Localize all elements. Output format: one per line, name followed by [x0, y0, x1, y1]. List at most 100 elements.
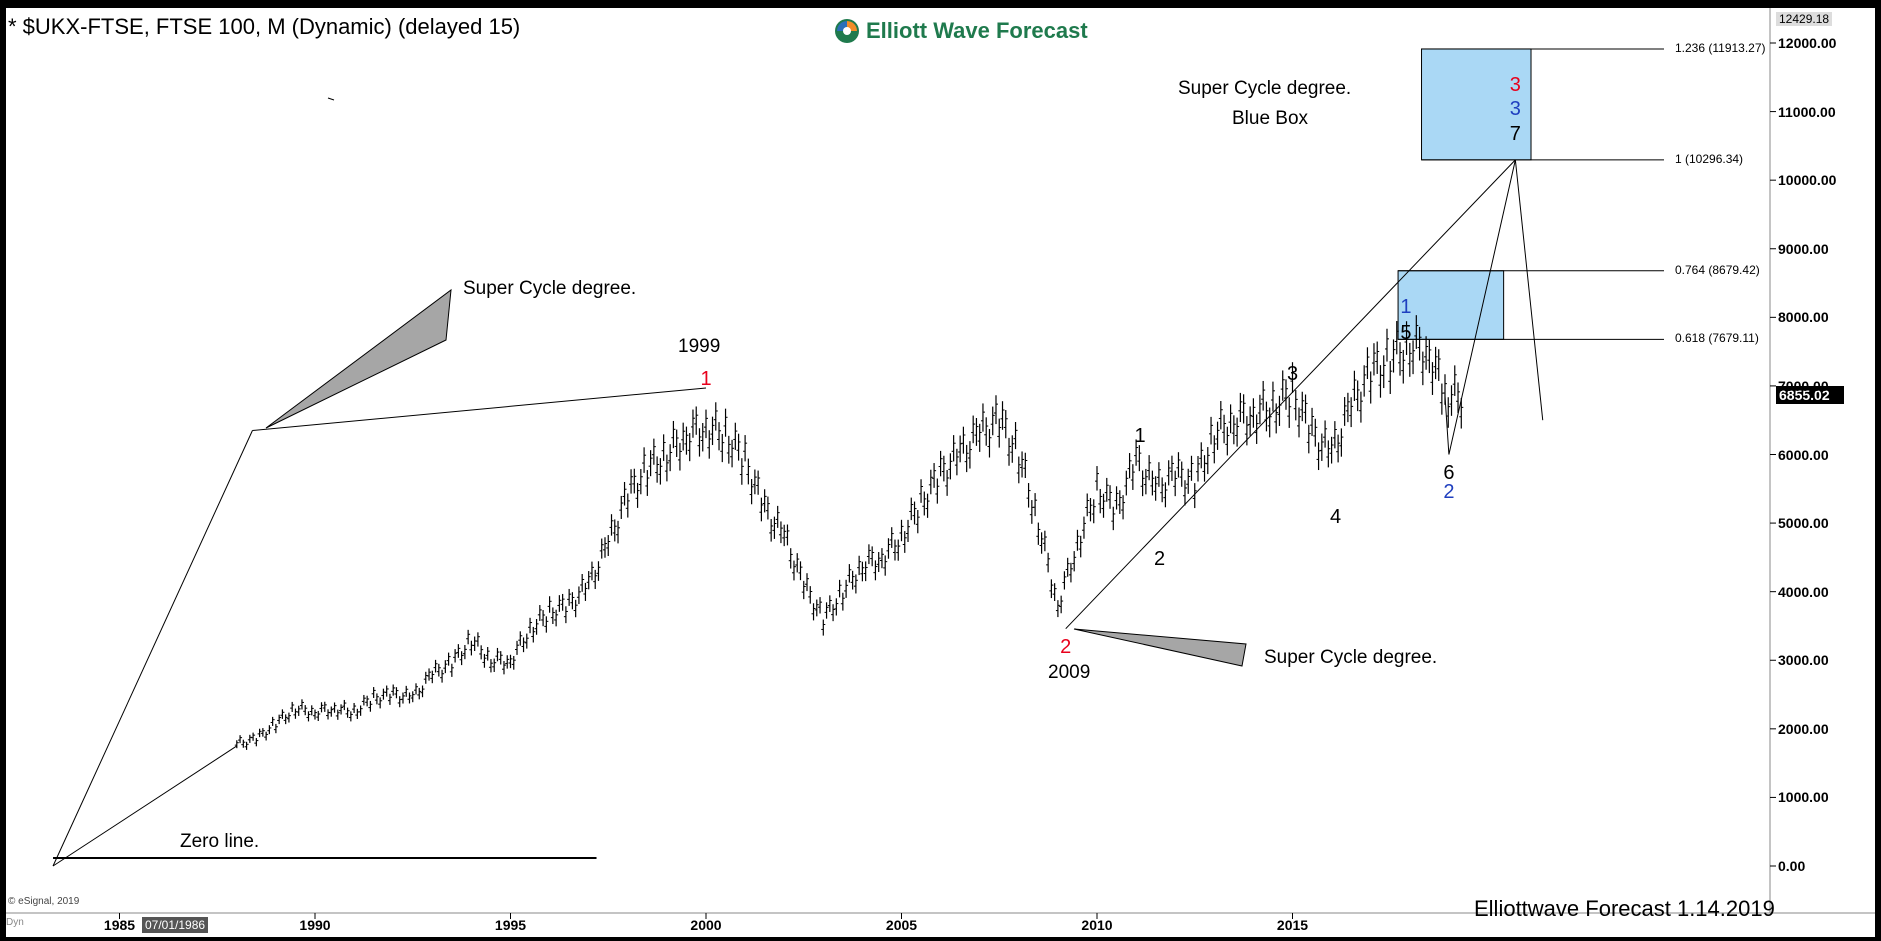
- price-bar: [690, 409, 695, 438]
- price-bar: [694, 406, 699, 435]
- price-bar: [1449, 385, 1454, 416]
- price-bar: [730, 439, 735, 468]
- price-bar: [511, 655, 516, 670]
- x-tick-label: 2010: [1081, 917, 1113, 933]
- price-bar: [785, 524, 790, 546]
- price-bar: [1365, 347, 1370, 380]
- price-bar: [801, 580, 806, 600]
- price-bar: [319, 702, 324, 713]
- price-bar: [1020, 451, 1025, 478]
- blue-box-label-line2: Blue Box: [1232, 108, 1309, 129]
- wave-label: 2: [1443, 480, 1455, 503]
- price-bar: [840, 592, 845, 611]
- footer-stamp: Elliottwave Forecast 1.14.2019: [1474, 896, 1775, 921]
- price-bar: [593, 569, 598, 590]
- price-bar: [1049, 579, 1054, 599]
- price-bar: [596, 561, 601, 581]
- price-bar: [505, 655, 510, 669]
- price-bar: [1065, 557, 1070, 577]
- price-bar: [720, 433, 725, 463]
- price-bar: [1222, 414, 1227, 444]
- price-bar: [1287, 397, 1292, 428]
- price-bar: [886, 538, 891, 559]
- price-bar: [563, 606, 568, 624]
- price-bar: [814, 599, 819, 617]
- price-bar: [524, 633, 529, 649]
- price-bar: [501, 660, 506, 675]
- wave-label: 2: [1060, 635, 1072, 658]
- price-bar: [345, 707, 350, 718]
- price-bar: [1280, 370, 1285, 401]
- price-bar: [599, 538, 604, 559]
- wave-label: 3: [1509, 73, 1521, 96]
- price-bar: [348, 711, 353, 722]
- price-bar: [977, 423, 982, 452]
- price-bar: [928, 469, 933, 495]
- price-bar: [945, 470, 950, 496]
- price-bar: [1310, 407, 1315, 436]
- price-bar: [1375, 341, 1380, 374]
- price-bar: [824, 602, 829, 619]
- price-bar: [488, 659, 493, 673]
- price-bar: [602, 537, 607, 558]
- price-bar: [902, 531, 907, 553]
- price-bar: [1039, 532, 1044, 554]
- price-bar: [805, 573, 810, 592]
- price-bar: [1430, 362, 1435, 395]
- price-bar: [1098, 488, 1103, 514]
- price-bar: [1274, 403, 1279, 434]
- price-bar: [586, 571, 591, 590]
- price-bar: [544, 616, 549, 633]
- price-bar: [1306, 424, 1311, 454]
- price-bar: [1427, 339, 1432, 374]
- price-bar: [283, 714, 288, 725]
- price-bar: [1391, 339, 1396, 373]
- price-bar: [427, 668, 432, 681]
- price-bar: [267, 725, 272, 735]
- y-tick-label: 2000.00: [1778, 720, 1829, 737]
- price-bar: [743, 435, 748, 462]
- x-tick-label: 1990: [299, 917, 331, 933]
- price-bar: [681, 422, 686, 451]
- price-bar: [1163, 482, 1168, 508]
- price-bar: [1111, 506, 1116, 531]
- price-bar: [528, 617, 533, 634]
- price-bar: [329, 706, 334, 717]
- price-bar: [879, 548, 884, 569]
- price-bar: [583, 582, 588, 601]
- price-bar: [772, 516, 777, 539]
- price-bar: [844, 579, 849, 598]
- price-bar: [1270, 381, 1275, 412]
- price-bar: [1189, 455, 1194, 481]
- price-bar: [746, 458, 751, 485]
- price-bar: [378, 697, 383, 709]
- price-bar: [909, 497, 914, 521]
- price-bar: [1407, 342, 1412, 377]
- price-bar: [1424, 336, 1429, 370]
- price-bar: [1456, 382, 1461, 414]
- price-bar: [1417, 326, 1422, 361]
- price-bar: [1108, 485, 1113, 509]
- price-bar: [1179, 461, 1184, 487]
- price-bar: [932, 463, 937, 488]
- price-bar: [1238, 392, 1243, 423]
- price-bar: [1264, 401, 1269, 432]
- price-bar: [368, 700, 373, 712]
- price-bar: [987, 428, 992, 458]
- price-bar: [1007, 437, 1012, 466]
- super-cycle-lower-label: Super Cycle degree.: [1264, 647, 1438, 668]
- price-bar: [1169, 455, 1174, 481]
- target-box-2: [1397, 270, 1505, 340]
- price-bar: [674, 429, 679, 457]
- price-bar: [365, 695, 370, 707]
- price-bar: [1248, 406, 1253, 436]
- price-bar: [1384, 328, 1389, 362]
- price-bar: [938, 450, 943, 477]
- price-bar: [495, 647, 500, 662]
- price-bar: [420, 685, 425, 698]
- price-bar: [723, 408, 728, 437]
- price-bar: [1290, 362, 1295, 393]
- x-tick-label: 2015: [1276, 917, 1309, 933]
- fibonacci-lines: [1398, 48, 1664, 340]
- price-bar: [1010, 435, 1015, 463]
